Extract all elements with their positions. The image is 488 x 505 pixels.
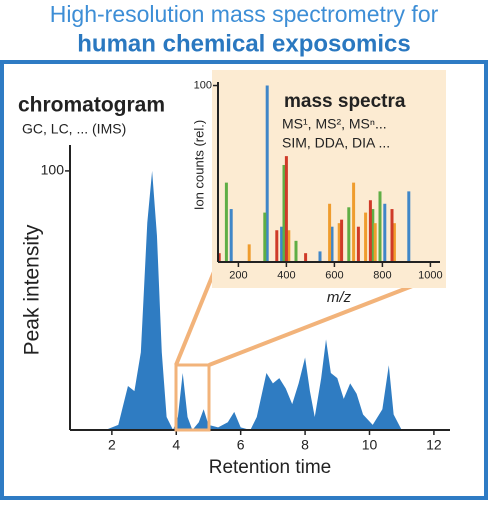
x-tick-label: 8 — [301, 437, 309, 453]
x-tick-label: 6 — [237, 437, 245, 453]
x-tick-label: 800 — [373, 270, 391, 282]
y-axis-label: Peak intensity — [21, 224, 44, 355]
y-tick-label: 100 — [194, 79, 212, 91]
zoom-line — [174, 261, 220, 366]
annotation: MS¹, MS², MSⁿ... — [282, 116, 387, 132]
zoom-line — [208, 283, 416, 367]
x-axis-label: m/z — [327, 289, 352, 306]
x-tick-label: 1000 — [418, 270, 442, 282]
mass-spectra: 200 400 600 800 1000 100 m/z Ion counts (rel.) m… — [191, 70, 446, 306]
y-tick-label: 100 — [41, 162, 65, 178]
header-line2: human chemical exposomics — [77, 30, 410, 57]
x-axis-label: Retention time — [209, 457, 332, 478]
chart-title: chromatogram — [18, 94, 165, 117]
chart-title: mass spectra — [284, 91, 406, 112]
x-tick-label: 12 — [426, 437, 442, 453]
chromatogram-area — [105, 170, 402, 430]
x-tick-label: 2 — [108, 437, 116, 453]
annotation: SIM, DDA, DIA ... — [282, 135, 390, 151]
header-line1: High-resolution mass spectrometry for — [50, 1, 439, 27]
x-tick-label: 4 — [172, 437, 180, 453]
x-tick-label: 400 — [277, 270, 295, 282]
x-tick-label: 200 — [229, 270, 247, 282]
x-tick-label: 600 — [325, 270, 343, 282]
zoom-box — [174, 363, 211, 432]
zoom-indicator — [174, 261, 416, 432]
x-tick-label: 10 — [362, 437, 378, 453]
chromatogram: 2 4 6 8 10 12 100 Retention time Peak intensity c… — [18, 94, 450, 478]
chart-subtitle: GC, LC, ... (IMS) — [22, 121, 126, 137]
y-axis-label: Ion counts (rel.) — [191, 120, 206, 210]
